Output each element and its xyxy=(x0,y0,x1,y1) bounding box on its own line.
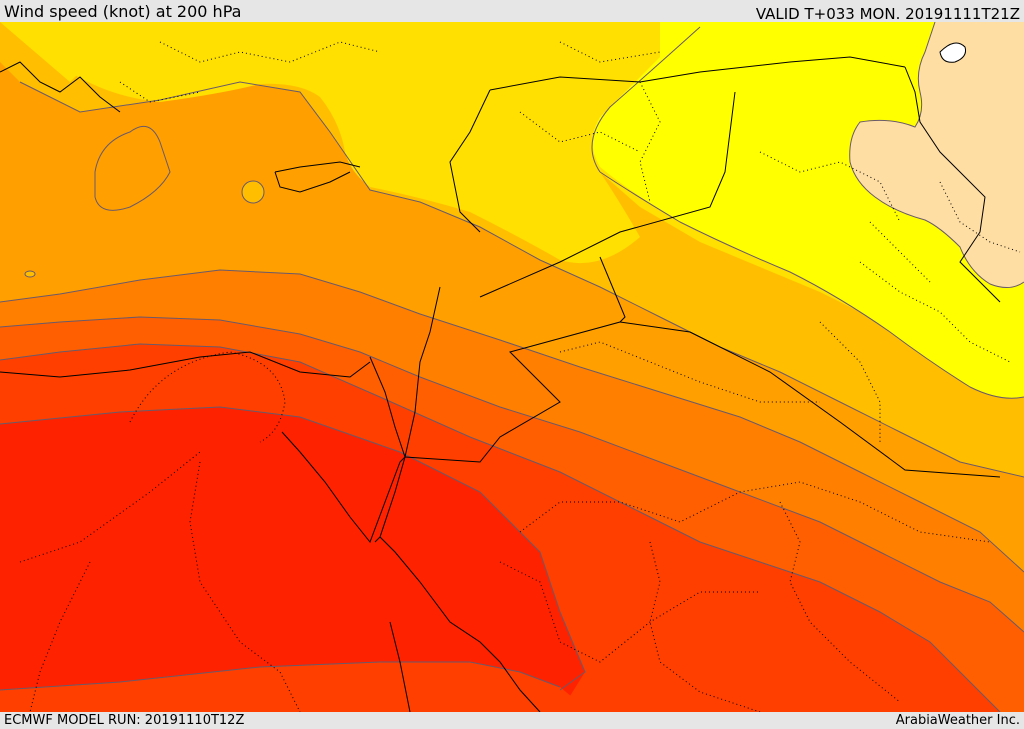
provider-credit: ArabiaWeather Inc. xyxy=(895,713,1020,728)
contour-line xyxy=(849,22,1024,288)
border-line xyxy=(274,171,351,193)
wind-band-2 xyxy=(592,22,1024,399)
contour-line xyxy=(591,26,701,173)
border-line xyxy=(904,66,1001,303)
contour-line xyxy=(599,171,1024,399)
province-line xyxy=(519,111,641,153)
contour-line xyxy=(0,269,1024,573)
border-line xyxy=(619,321,1001,478)
country-borders xyxy=(0,56,1001,712)
province-borders xyxy=(19,41,1021,712)
province-line xyxy=(779,501,901,703)
border-line xyxy=(281,431,406,543)
wind-band-1 xyxy=(849,22,1024,288)
border-line xyxy=(274,161,361,173)
province-line xyxy=(499,561,760,663)
border-line xyxy=(404,256,626,463)
border-line xyxy=(489,56,906,91)
border-line xyxy=(389,621,411,712)
contour-line xyxy=(19,81,1024,478)
map-title: Wind speed (knot) at 200 hPa xyxy=(4,2,242,21)
footer-bar: ECMWF MODEL RUN: 20191110T12Z ArabiaWeat… xyxy=(0,712,1024,729)
contour-line xyxy=(0,661,561,691)
contour-lines xyxy=(0,22,1024,712)
wind-band-3-west xyxy=(70,22,700,264)
province-line xyxy=(649,541,761,712)
valid-time: VALID T+033 MON. 20191111T21Z xyxy=(755,5,1020,23)
header-bar: Wind speed (knot) at 200 hPa VALID T+033… xyxy=(0,0,1024,23)
border-line xyxy=(374,286,441,543)
model-run-label: ECMWF MODEL RUN: 20191110T12Z xyxy=(4,713,245,728)
province-line xyxy=(939,181,1021,253)
border-line xyxy=(479,91,736,298)
province-line xyxy=(559,41,661,63)
border-line xyxy=(379,536,541,712)
contour-line xyxy=(94,125,171,211)
province-line xyxy=(859,261,1011,363)
contour-line xyxy=(0,406,586,691)
province-line xyxy=(119,81,201,103)
border-line xyxy=(369,356,406,458)
border-line xyxy=(0,61,121,113)
lake-van xyxy=(939,42,966,63)
province-line xyxy=(129,351,286,443)
border-line xyxy=(0,351,371,378)
contour-line xyxy=(0,343,1001,712)
contour-line xyxy=(0,316,1024,633)
wind-band-4-gap xyxy=(170,128,275,192)
province-line xyxy=(519,481,991,543)
border-line xyxy=(449,89,491,233)
province-line xyxy=(819,321,881,442)
lake-marker xyxy=(241,180,265,204)
map-area xyxy=(0,22,1024,712)
wind-band-4-hole xyxy=(95,126,170,211)
lake-marker xyxy=(24,270,36,278)
wind-band-8b xyxy=(0,662,590,712)
wind-speed-map xyxy=(0,22,1024,712)
